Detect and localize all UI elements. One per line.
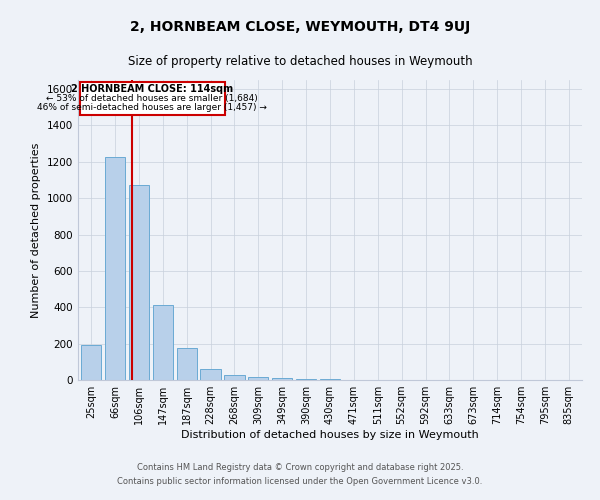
Text: Contains public sector information licensed under the Open Government Licence v3: Contains public sector information licen… <box>118 477 482 486</box>
Bar <box>248 376 268 380</box>
Text: Size of property relative to detached houses in Weymouth: Size of property relative to detached ho… <box>128 55 472 68</box>
Bar <box>152 304 173 380</box>
X-axis label: Distribution of detached houses by size in Weymouth: Distribution of detached houses by size … <box>181 430 479 440</box>
Bar <box>272 378 292 380</box>
Text: ← 53% of detached houses are smaller (1,684): ← 53% of detached houses are smaller (1,… <box>46 94 258 103</box>
Bar <box>224 374 245 380</box>
Bar <box>200 369 221 380</box>
Y-axis label: Number of detached properties: Number of detached properties <box>31 142 41 318</box>
Text: 2 HORNBEAM CLOSE: 114sqm: 2 HORNBEAM CLOSE: 114sqm <box>71 84 233 94</box>
Text: Contains HM Land Registry data © Crown copyright and database right 2025.: Contains HM Land Registry data © Crown c… <box>137 464 463 472</box>
Bar <box>81 344 101 380</box>
Bar <box>105 158 125 380</box>
Text: 46% of semi-detached houses are larger (1,457) →: 46% of semi-detached houses are larger (… <box>37 104 267 112</box>
Bar <box>296 379 316 380</box>
FancyBboxPatch shape <box>80 82 225 114</box>
Bar <box>129 184 149 380</box>
Text: 2, HORNBEAM CLOSE, WEYMOUTH, DT4 9UJ: 2, HORNBEAM CLOSE, WEYMOUTH, DT4 9UJ <box>130 20 470 34</box>
Bar <box>176 348 197 380</box>
